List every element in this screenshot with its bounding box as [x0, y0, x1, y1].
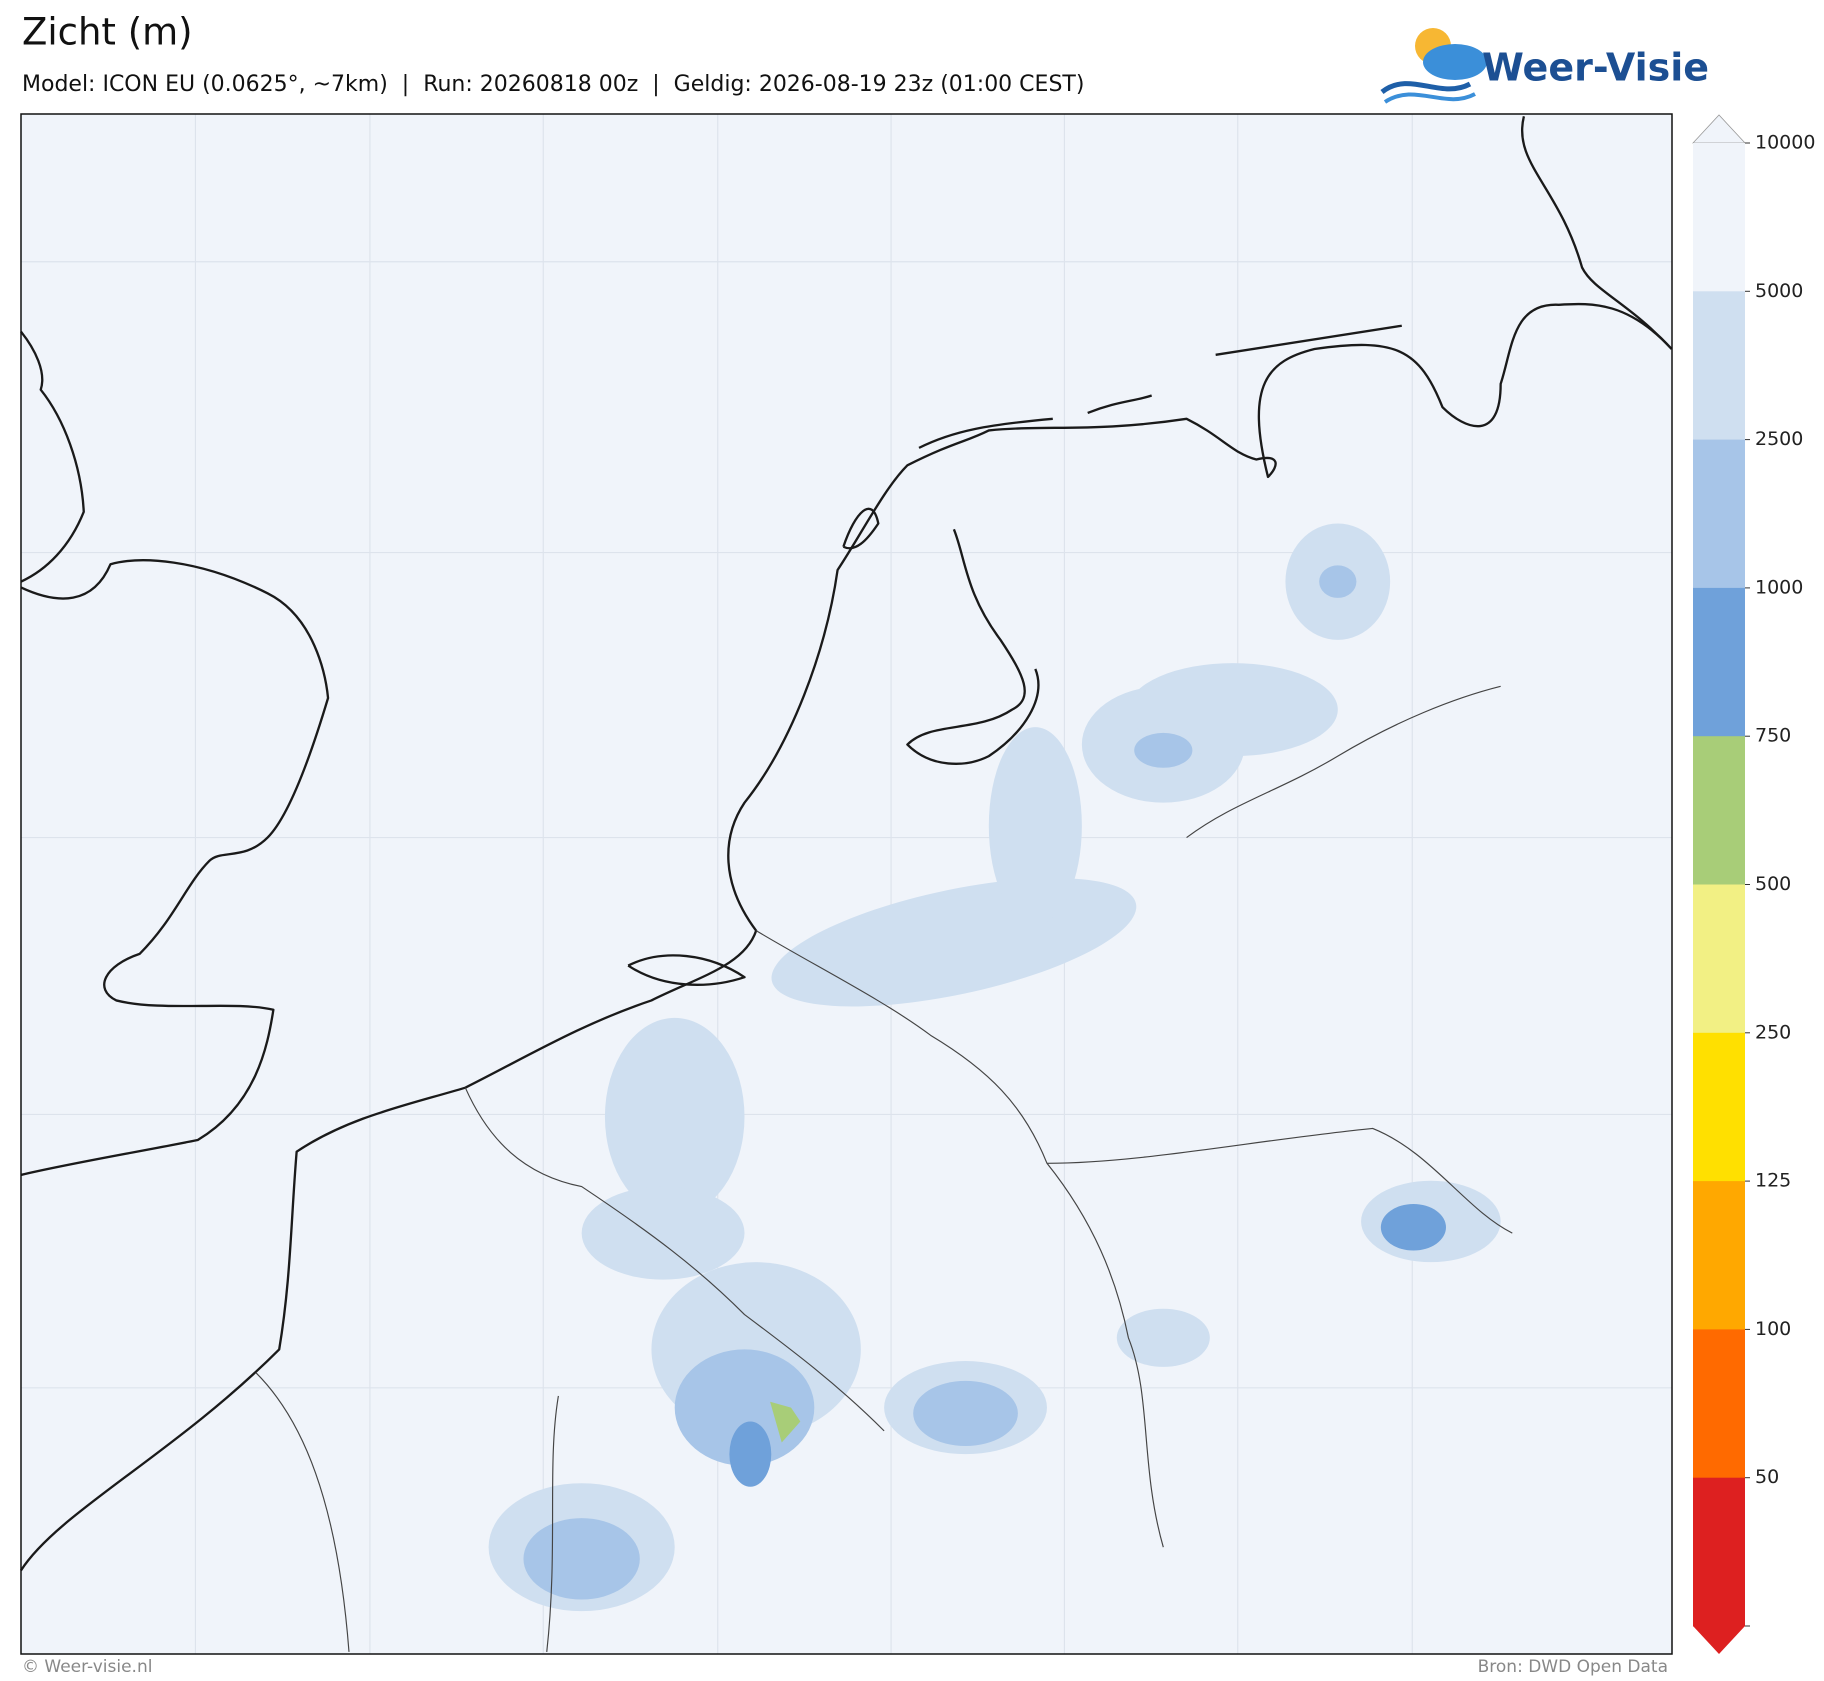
- colorbar-segment: [1693, 736, 1745, 885]
- coastlines: [19, 116, 1673, 1572]
- colorbar-segment: [1693, 439, 1745, 589]
- colorbar-extend-top: [1692, 114, 1746, 144]
- colorbar-segment: [1693, 1477, 1745, 1627]
- subtitle: Model: ICON EU (0.0625°, ~7km) | Run: 20…: [22, 72, 1084, 97]
- colorbar-tick-label: 50: [1755, 1466, 1779, 1488]
- colorbar: 10000 5000 2500 1000 750 500 250 125 100 50: [1692, 114, 1815, 1654]
- colorbar-tick-label: 5000: [1755, 280, 1803, 302]
- colorbar-segment: [1693, 291, 1745, 441]
- colorbar-segment: [1693, 587, 1745, 737]
- colorbar-segment: [1693, 1032, 1745, 1182]
- colorbar-tick-label: 500: [1755, 873, 1791, 895]
- colorbar-tick-label: 1000: [1755, 576, 1803, 598]
- borders: [255, 685, 1513, 1652]
- colorbar-segment: [1693, 884, 1745, 1034]
- footer-left: © Weer-visie.nl: [22, 1657, 152, 1677]
- logo-text: Weer-Visie: [1482, 46, 1709, 90]
- logo: Weer-Visie: [1380, 28, 1709, 104]
- colorbar-extend-bottom: [1693, 1626, 1745, 1654]
- map: [19, 113, 1673, 1655]
- title: Zicht (m): [22, 11, 193, 54]
- colorbar-tick-label: 125: [1755, 1170, 1791, 1192]
- colorbar-tick-label: 250: [1755, 1021, 1791, 1043]
- colorbar-tick-label: 100: [1755, 1318, 1791, 1340]
- colorbar-segment: [1693, 1181, 1745, 1330]
- colorbar-tick-label: 2500: [1755, 428, 1803, 450]
- colorbar-tick-label: 750: [1755, 725, 1791, 747]
- colorbar-segment: [1693, 143, 1745, 292]
- colorbar-tick-label: 10000: [1755, 132, 1815, 154]
- colorbar-segment: [1693, 1329, 1745, 1479]
- footer-right: Bron: DWD Open Data: [1478, 1657, 1668, 1677]
